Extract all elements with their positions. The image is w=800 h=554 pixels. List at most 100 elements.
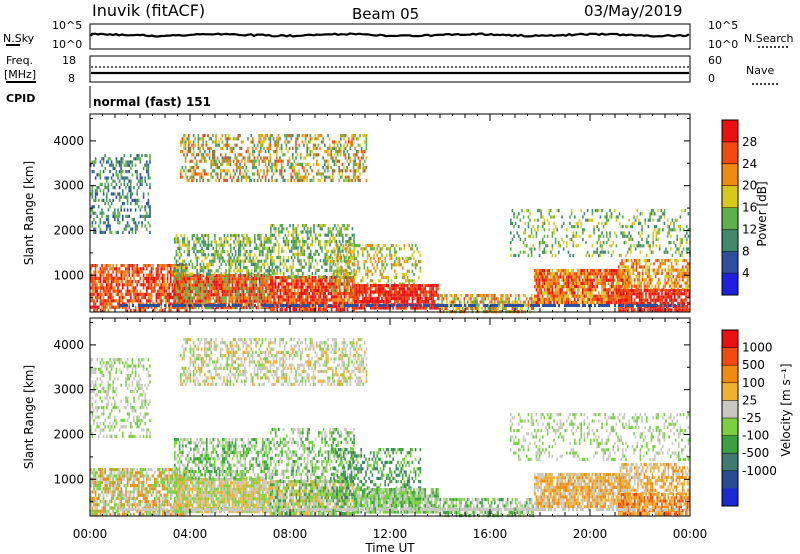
range-cell <box>514 297 517 301</box>
range-cell <box>178 243 181 247</box>
range-cell <box>586 285 589 289</box>
range-cell <box>395 287 398 291</box>
range-cell <box>228 299 230 303</box>
range-cell <box>343 308 346 312</box>
range-cell <box>226 274 229 278</box>
range-cell <box>183 143 185 147</box>
range-cell <box>395 276 398 280</box>
range-cell <box>300 262 302 266</box>
range-cell <box>115 276 118 280</box>
range-cell <box>232 169 235 173</box>
range-cell <box>316 172 318 176</box>
range-cell <box>545 275 547 279</box>
range-cell <box>183 296 186 300</box>
range-cell <box>344 134 347 138</box>
range-cell <box>265 306 267 310</box>
range-cell <box>206 277 208 281</box>
range-cell <box>281 298 283 302</box>
range-cell <box>220 137 222 141</box>
range-cell <box>575 272 578 276</box>
range-cell <box>324 169 326 173</box>
range-cell <box>183 299 186 303</box>
range-cell <box>296 175 299 179</box>
range-cell <box>360 247 362 251</box>
range-cell <box>395 256 398 260</box>
range-cell <box>297 298 299 302</box>
range-cell <box>303 134 305 138</box>
range-cell <box>126 195 129 199</box>
range-cell <box>343 227 346 231</box>
range-cell <box>223 277 226 281</box>
range-cell <box>201 293 203 297</box>
range-cell <box>96 214 98 218</box>
range-cell <box>271 292 274 296</box>
range-cell <box>487 294 490 298</box>
range-cell <box>364 134 366 138</box>
range-cell <box>215 172 217 176</box>
range-cell <box>260 243 262 247</box>
range-cell <box>112 166 114 170</box>
range-cell <box>397 300 399 304</box>
range-cell <box>196 293 198 297</box>
range-cell <box>373 306 375 310</box>
range-cell <box>268 266 270 270</box>
range-cell <box>244 156 246 160</box>
range-cell <box>574 285 576 289</box>
range-cell <box>263 259 266 263</box>
range-cell <box>244 277 246 281</box>
range-cell <box>452 297 454 301</box>
range-cell <box>96 189 98 193</box>
range-cell <box>437 287 439 291</box>
range-cell <box>252 262 254 266</box>
range-cell <box>215 283 218 287</box>
range-cell <box>282 249 285 253</box>
range-cell <box>439 294 442 298</box>
range-cell <box>330 285 333 289</box>
range-cell <box>306 301 309 305</box>
range-cell <box>273 301 275 305</box>
range-cell <box>234 306 237 310</box>
range-cell <box>324 178 326 182</box>
range-cell <box>157 270 159 274</box>
range-cell <box>274 230 277 234</box>
range-cell <box>325 166 328 170</box>
range-cell <box>180 140 182 144</box>
range-cell <box>281 224 283 228</box>
range-cell <box>340 233 342 237</box>
range-cell <box>177 306 179 310</box>
range-cell <box>331 279 334 283</box>
range-cell <box>245 166 248 170</box>
range-cell <box>158 292 161 296</box>
range-cell <box>196 290 198 294</box>
range-cell <box>341 269 343 273</box>
range-cell <box>338 169 340 173</box>
range-cell <box>274 265 277 269</box>
range-cell <box>218 166 220 170</box>
range-cell <box>186 296 189 300</box>
range-cell <box>260 240 262 244</box>
range-cell <box>236 269 238 273</box>
range-cell <box>327 256 330 260</box>
range-cell <box>284 240 286 244</box>
range-cell <box>107 208 110 212</box>
range-cell <box>271 276 274 280</box>
range-cell <box>154 283 156 287</box>
range-cell <box>109 157 111 161</box>
range-cell <box>138 267 140 271</box>
range-cell <box>294 285 296 289</box>
range-cell <box>207 280 210 284</box>
range-cell <box>294 298 296 302</box>
range-cell <box>260 259 262 263</box>
range-cell <box>351 279 354 283</box>
range-cell <box>123 208 126 212</box>
range-cell <box>386 290 388 294</box>
range-cell <box>558 297 560 301</box>
range-cell <box>215 269 218 273</box>
range-cell <box>106 267 108 271</box>
range-cell <box>287 159 289 163</box>
range-cell <box>588 297 590 301</box>
range-cell <box>241 283 243 287</box>
range-cell <box>424 296 426 300</box>
range-cell <box>548 301 550 305</box>
range-cell <box>247 299 250 303</box>
